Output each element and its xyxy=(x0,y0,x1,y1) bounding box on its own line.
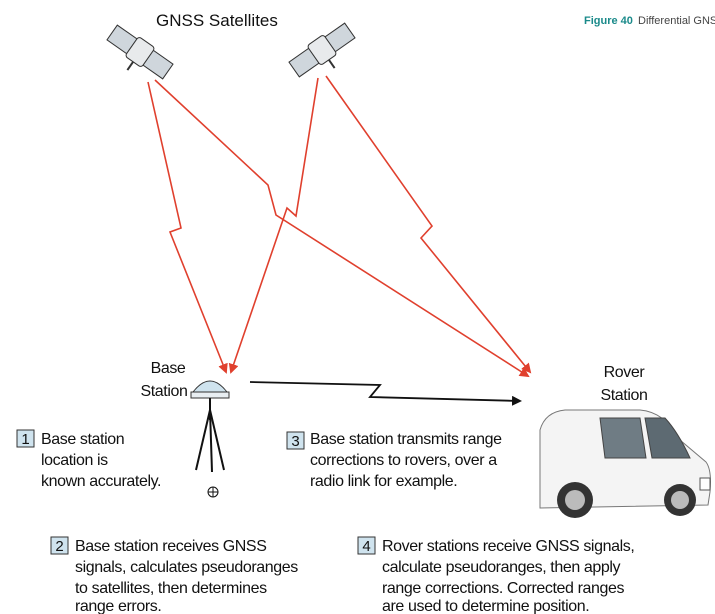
step-text: calculate pseudoranges, then apply xyxy=(382,559,621,576)
step-text: Base station receives GNSS xyxy=(75,538,266,555)
satellite xyxy=(100,23,175,90)
signal-ray xyxy=(148,82,226,372)
signal-ray xyxy=(231,78,318,372)
node-label: Station xyxy=(600,387,647,404)
step-text: known accurately. xyxy=(41,473,161,490)
base-station-icon xyxy=(191,381,229,497)
step-text: are used to determine position. xyxy=(382,598,589,614)
step-text: to satellites, then determines xyxy=(75,580,267,597)
step-text: Base station transmits range xyxy=(310,431,502,448)
step-text: range errors. xyxy=(75,598,161,614)
step-text: corrections to rovers, over a xyxy=(310,452,497,469)
step-number: 1 xyxy=(21,431,29,448)
figure-number: Figure 40 xyxy=(584,15,633,27)
node-label: Rover xyxy=(604,364,646,381)
radio-link xyxy=(250,382,520,401)
signal-ray xyxy=(155,80,528,376)
node-label: Station xyxy=(140,383,187,400)
satellite xyxy=(287,21,362,88)
step-text: Base station xyxy=(41,431,124,448)
step-text: signals, calculates pseudoranges xyxy=(75,559,298,576)
diagram: GNSS Satellites Figure 40 Differential G… xyxy=(0,0,715,614)
step-number: 4 xyxy=(362,538,370,555)
step-number: 3 xyxy=(291,433,299,450)
signal-ray xyxy=(326,76,530,372)
step-text: range corrections. Corrected ranges xyxy=(382,580,625,597)
rover-van-icon xyxy=(540,410,711,518)
step-text: Rover stations receive GNSS signals, xyxy=(382,538,634,555)
step-text: location is xyxy=(41,452,108,469)
node-label: Base xyxy=(151,360,186,377)
satellites-label: GNSS Satellites xyxy=(156,11,278,30)
step-text: radio link for example. xyxy=(310,473,457,490)
step-number: 2 xyxy=(55,538,63,555)
figure-caption: Differential GNSS xyxy=(638,15,715,27)
